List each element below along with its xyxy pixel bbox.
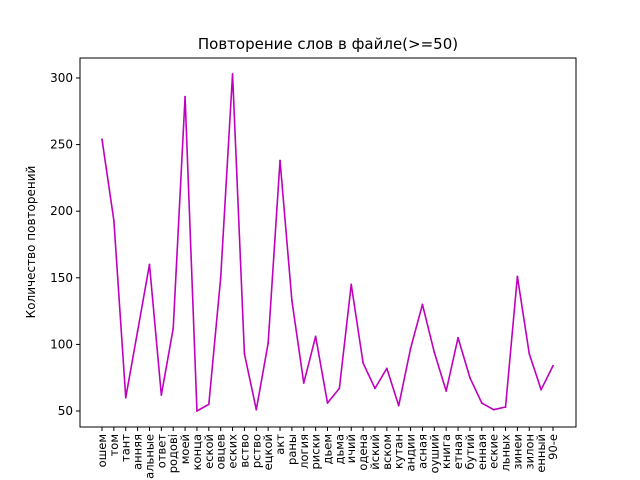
data-point — [184, 95, 186, 98]
data-point — [136, 330, 139, 332]
data-point — [552, 364, 554, 367]
x-tick-label: овцев — [214, 434, 228, 470]
y-tick-label: 300 — [50, 71, 73, 85]
data-point — [362, 362, 365, 364]
y-tick-label: 50 — [58, 404, 73, 418]
x-tick-label: енный — [534, 434, 548, 473]
x-tick-label: риски — [309, 434, 323, 470]
data-point — [148, 263, 151, 266]
data-point — [516, 275, 519, 278]
x-tick-label: зилон — [522, 434, 536, 470]
data-point — [290, 299, 293, 302]
y-tick-label: 150 — [50, 271, 73, 285]
x-tick-label: вство — [237, 434, 251, 468]
x-tick-label: льных — [499, 434, 513, 472]
x-tick-label: енная — [475, 434, 489, 470]
x-tick-label: ошем — [95, 434, 109, 467]
x-tick-label: оуший — [427, 434, 441, 473]
x-tick-label: етная — [451, 434, 465, 469]
x-tick-label: раны — [285, 434, 299, 465]
data-point — [528, 352, 531, 355]
data-point — [207, 403, 210, 406]
data-point — [255, 408, 258, 411]
y-tick-label: 100 — [50, 337, 73, 351]
data-point — [314, 335, 317, 338]
x-tick-label: конца — [190, 434, 204, 470]
data-point — [540, 388, 543, 391]
x-tick-label: акт — [273, 434, 287, 455]
x-tick-label: одена — [356, 434, 370, 471]
x-tick-label: логия — [297, 434, 311, 469]
data-point — [457, 336, 459, 339]
x-tick-label: зинеи — [510, 434, 524, 470]
y-tick-label: 250 — [50, 138, 73, 152]
data-point — [433, 351, 436, 354]
x-tick-label: тант — [119, 434, 133, 462]
data-point — [101, 138, 103, 141]
data-point — [445, 390, 448, 392]
data-point — [480, 402, 483, 404]
x-tick-label: асная — [415, 434, 429, 469]
data-point — [160, 394, 163, 396]
data-point — [112, 219, 115, 222]
data-point — [492, 408, 495, 411]
data-point — [385, 367, 388, 370]
y-axis-label: Количество повторений — [24, 166, 38, 319]
x-tick-label: еской — [202, 434, 216, 469]
x-tick-label: андии — [404, 434, 418, 471]
x-tick-label: ецкой — [261, 434, 275, 470]
data-point — [338, 387, 341, 390]
x-tick-label: дьма — [332, 434, 346, 464]
data-point — [302, 382, 305, 384]
x-tick-label: родові — [166, 434, 180, 473]
data-point — [409, 347, 412, 350]
chart-title: Повторение слов в файле(>=50) — [198, 35, 458, 53]
x-tick-label: еских — [226, 434, 240, 469]
x-tick-label: кутан — [392, 434, 406, 469]
data-point — [421, 303, 424, 306]
data-point — [350, 283, 353, 286]
plot-area: 50100150200250300ошемтомтантанняяальныео… — [50, 57, 577, 479]
x-tick-label: книга — [439, 434, 453, 469]
x-tick-label: ичий — [344, 434, 358, 463]
x-tick-label: том — [107, 434, 121, 456]
data-point — [231, 73, 234, 75]
data-point — [374, 387, 376, 390]
x-tick-label: ответ — [154, 434, 168, 469]
x-tick-label: 90-е — [546, 434, 560, 460]
data-point — [243, 352, 246, 355]
y-tick-label: 200 — [50, 204, 73, 218]
x-tick-label: анняя — [131, 434, 145, 470]
x-tick-label: дьем — [321, 434, 335, 464]
x-tick-label: еские — [487, 434, 501, 469]
data-point — [196, 410, 198, 412]
data-point — [267, 342, 270, 344]
x-tick-label: йский — [368, 434, 382, 470]
x-tick-label: вском — [380, 434, 394, 470]
data-point — [326, 402, 329, 404]
data-point — [172, 327, 175, 330]
data-point — [279, 159, 281, 162]
data-point — [219, 276, 222, 279]
data-point — [397, 404, 400, 407]
x-tick-label: моей — [178, 434, 192, 464]
x-tick-label: бутий — [463, 434, 477, 470]
data-point — [124, 396, 127, 399]
data-point — [504, 406, 507, 408]
x-tick-label: альные — [142, 434, 156, 479]
x-tick-label: рство — [249, 434, 263, 468]
data-point — [469, 376, 471, 379]
